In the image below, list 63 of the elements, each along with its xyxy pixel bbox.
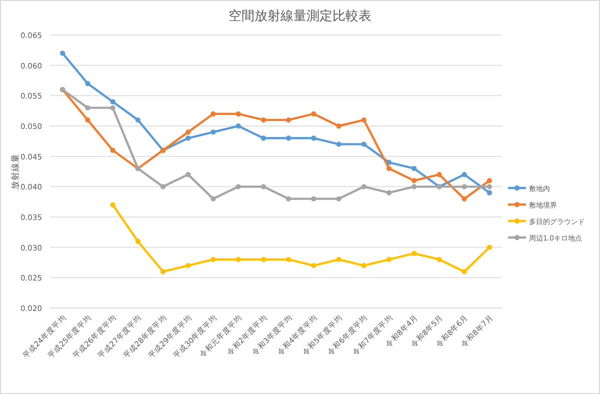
point [286, 136, 292, 141]
point [486, 190, 492, 196]
point [311, 136, 316, 141]
point [110, 202, 116, 208]
point [110, 148, 116, 153]
point [260, 117, 266, 123]
point [160, 269, 166, 274]
point [386, 190, 392, 196]
point [260, 184, 266, 190]
point [186, 172, 191, 178]
point [462, 184, 467, 190]
y-axis-title: 放射線量 [10, 154, 21, 190]
point [486, 244, 492, 250]
point [336, 256, 342, 262]
point [462, 172, 467, 178]
point [260, 136, 266, 141]
point [85, 117, 90, 123]
point [110, 105, 116, 110]
point [135, 117, 140, 123]
point [311, 262, 316, 268]
point [462, 269, 467, 274]
point [210, 129, 216, 135]
point [336, 142, 342, 147]
point [60, 50, 66, 56]
point [386, 256, 392, 262]
point [412, 250, 417, 256]
point [236, 184, 241, 190]
point [436, 256, 442, 262]
point [412, 184, 417, 190]
point [286, 256, 292, 262]
point [210, 196, 216, 202]
point [462, 196, 467, 202]
point [386, 166, 392, 172]
point [110, 99, 116, 104]
point [361, 142, 366, 147]
point [436, 172, 442, 178]
point [210, 256, 216, 262]
chart-title: 空間放射線量測定比較表 [228, 9, 372, 24]
point [311, 196, 316, 202]
point [286, 117, 292, 123]
point [236, 111, 241, 116]
point [236, 256, 241, 262]
point [336, 123, 342, 129]
point [186, 136, 191, 141]
point [361, 262, 366, 268]
point [486, 184, 492, 190]
point [160, 184, 166, 190]
point [85, 80, 90, 86]
point [486, 178, 492, 184]
point [412, 166, 417, 172]
point [260, 256, 266, 262]
point [210, 111, 216, 116]
point [236, 123, 241, 129]
point [361, 184, 366, 190]
point [412, 178, 417, 184]
point [361, 117, 366, 123]
point [286, 196, 292, 202]
point [186, 262, 191, 268]
point [135, 238, 140, 244]
point [186, 129, 191, 135]
point [336, 196, 342, 202]
point [311, 111, 316, 116]
point [85, 105, 90, 110]
